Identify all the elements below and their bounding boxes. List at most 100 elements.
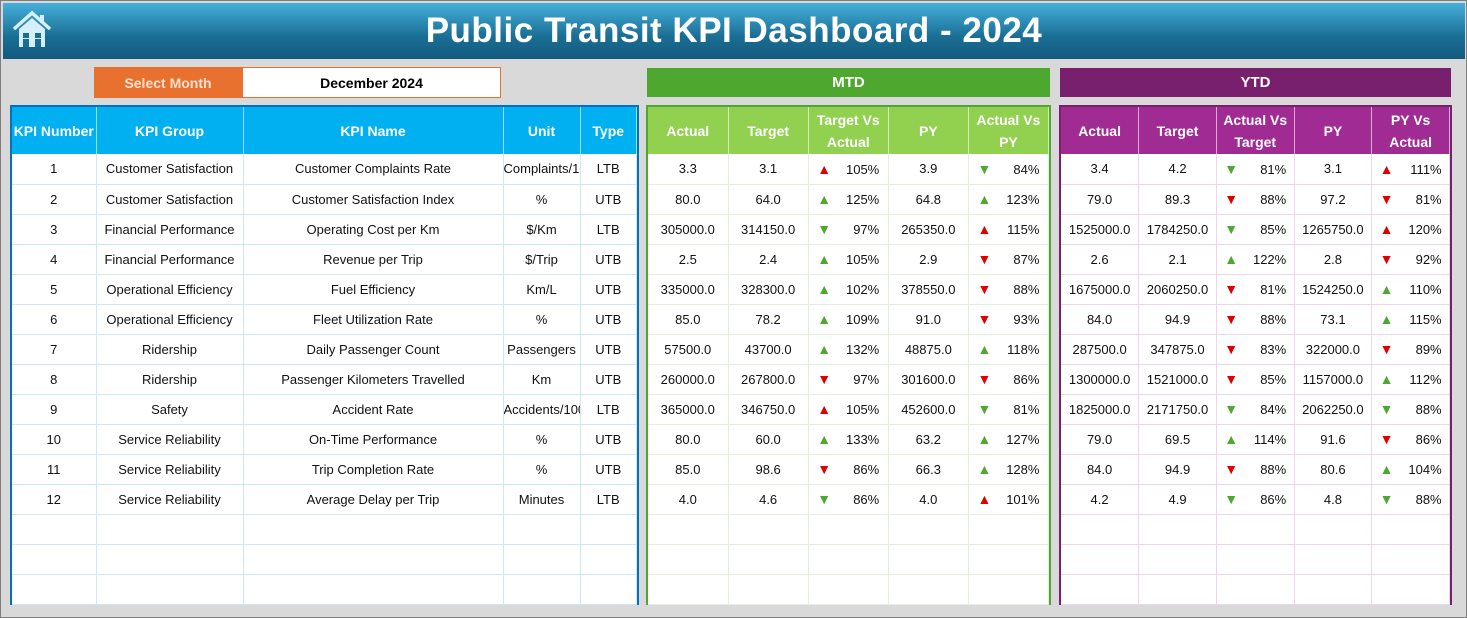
- py-cell: 3.1: [1294, 154, 1373, 185]
- py-cell: 301600.0: [888, 364, 969, 395]
- table-row: 1525000.0 1784250.0 ▼ 85% 1265750.0 ▲ 120%: [1061, 214, 1450, 245]
- comparison-cell: ▼ 86%: [1216, 484, 1295, 515]
- percent-value: 81%: [1415, 192, 1442, 207]
- py-cell: 1157000.0: [1294, 364, 1373, 395]
- empty-cell: [888, 514, 969, 545]
- actual-cell: 4.2: [1061, 484, 1140, 515]
- kpi-num-cell: 8: [12, 364, 97, 395]
- header-row: Actual Target Actual Vs Target PY PY Vs Actu…: [1061, 107, 1450, 154]
- empty-cell: [728, 514, 809, 545]
- percent-value: 105%: [845, 252, 880, 267]
- triangle-up-icon: ▲: [817, 401, 832, 417]
- kpi-group-cell: Safety: [96, 394, 244, 425]
- kpi-type-cell: UTB: [580, 454, 637, 485]
- column-header: Actual: [648, 107, 729, 154]
- empty-cell: [648, 574, 729, 605]
- actual-cell: 4.0: [648, 484, 729, 515]
- comparison-cell: ▲ 110%: [1371, 274, 1450, 305]
- comparison-cell: ▼ 88%: [968, 274, 1049, 305]
- empty-row: [648, 544, 1049, 575]
- percent-value: 87%: [1013, 252, 1040, 267]
- actual-cell: 1525000.0: [1061, 214, 1140, 245]
- percent-value: 110%: [1409, 282, 1442, 297]
- triangle-up-icon: ▲: [817, 431, 832, 447]
- table-row: 4 Financial Performance Revenue per Trip $/…: [12, 244, 637, 275]
- table-row: 1675000.0 2060250.0 ▼ 81% 1524250.0 ▲ 110%: [1061, 274, 1450, 305]
- triangle-up-icon: ▲: [817, 281, 832, 297]
- triangle-down-icon: ▼: [977, 311, 992, 327]
- empty-cell: [96, 514, 244, 545]
- target-cell: 94.9: [1138, 454, 1217, 485]
- comparison-cell: ▲ 132%: [808, 334, 889, 365]
- target-cell: 69.5: [1138, 424, 1217, 455]
- kpi-unit-cell: %: [503, 184, 581, 215]
- triangle-up-icon: ▲: [977, 191, 992, 207]
- target-cell: 78.2: [728, 304, 809, 335]
- triangle-up-icon: ▲: [977, 431, 992, 447]
- percent-value: 88%: [1013, 282, 1040, 297]
- kpi-unit-cell: Accidents/100K: [503, 394, 581, 425]
- percent-value: 112%: [1409, 372, 1442, 387]
- triangle-down-icon: ▼: [977, 281, 992, 297]
- triangle-down-icon: ▼: [1379, 191, 1394, 207]
- comparison-cell: ▼ 88%: [1371, 394, 1450, 425]
- ytd-table: Actual Target Actual Vs Target PY PY Vs Actu…: [1059, 105, 1452, 605]
- comparison-cell: ▼ 85%: [1216, 214, 1295, 245]
- percent-value: 105%: [845, 161, 880, 177]
- percent-value: 88%: [1260, 462, 1287, 477]
- comparison-cell: ▲ 120%: [1371, 214, 1450, 245]
- table-row: 3.4 4.2 ▼ 81% 3.1 ▲ 111%: [1061, 154, 1450, 185]
- comparison-cell: ▲ 128%: [968, 454, 1049, 485]
- kpi-name-cell: Fuel Efficiency: [243, 274, 504, 305]
- empty-cell: [968, 574, 1049, 605]
- triangle-up-icon: ▲: [1224, 251, 1239, 267]
- py-cell: 66.3: [888, 454, 969, 485]
- triangle-down-icon: ▼: [817, 491, 832, 507]
- comparison-cell: ▲ 114%: [1216, 424, 1295, 455]
- empty-cell: [1216, 544, 1295, 575]
- empty-cell: [243, 514, 504, 545]
- triangle-down-icon: ▼: [1379, 401, 1394, 417]
- table-row: 2 Customer Satisfaction Customer Satisfact…: [12, 184, 637, 215]
- kpi-unit-cell: $/Km: [503, 214, 581, 245]
- percent-value: 86%: [1415, 432, 1442, 447]
- actual-cell: 335000.0: [648, 274, 729, 305]
- percent-value: 105%: [845, 402, 880, 417]
- percent-value: 132%: [845, 342, 880, 357]
- percent-value: 120%: [1408, 222, 1442, 237]
- percent-value: 123%: [1006, 192, 1040, 207]
- percent-value: 85%: [1260, 372, 1287, 387]
- triangle-down-icon: ▼: [1379, 491, 1394, 507]
- empty-cell: [1371, 544, 1450, 575]
- triangle-up-icon: ▲: [817, 341, 832, 357]
- table-row: 8 Ridership Passenger Kilometers Travelled…: [12, 364, 637, 395]
- triangle-down-icon: ▼: [817, 461, 832, 477]
- empty-row: [12, 544, 637, 575]
- kpi-type-cell: UTB: [580, 424, 637, 455]
- home-icon[interactable]: [11, 9, 53, 51]
- kpi-name-cell: Customer Satisfaction Index: [243, 184, 504, 215]
- table-row: 3 Financial Performance Operating Cost per…: [12, 214, 637, 245]
- title-bar: Public Transit KPI Dashboard - 2024: [3, 3, 1465, 59]
- py-cell: 4.0: [888, 484, 969, 515]
- percent-value: 86%: [1260, 492, 1287, 507]
- kpi-type-cell: LTB: [580, 394, 637, 425]
- triangle-down-icon: ▼: [1224, 401, 1239, 417]
- month-dropdown[interactable]: December 2024: [242, 67, 501, 98]
- py-cell: 97.2: [1294, 184, 1373, 215]
- empty-cell: [503, 544, 581, 575]
- kpi-name-cell: Passenger Kilometers Travelled: [243, 364, 504, 395]
- kpi-num-cell: 11: [12, 454, 97, 485]
- kpi-num-cell: 6: [12, 304, 97, 335]
- column-header: Actual Vs PY: [968, 107, 1049, 154]
- actual-cell: 85.0: [648, 454, 729, 485]
- column-header: PY: [888, 107, 969, 154]
- comparison-cell: ▼ 88%: [1216, 184, 1295, 215]
- mtd-table: Actual Target Target Vs Actual PY Actual Vs …: [646, 105, 1051, 605]
- triangle-up-icon: ▲: [817, 311, 832, 327]
- empty-cell: [968, 514, 1049, 545]
- kpi-group-cell: Customer Satisfaction: [96, 184, 244, 215]
- header-row: Actual Target Target Vs Actual PY Actual Vs …: [648, 107, 1049, 154]
- comparison-cell: ▼ 86%: [968, 364, 1049, 395]
- kpi-unit-cell: Km: [503, 364, 581, 395]
